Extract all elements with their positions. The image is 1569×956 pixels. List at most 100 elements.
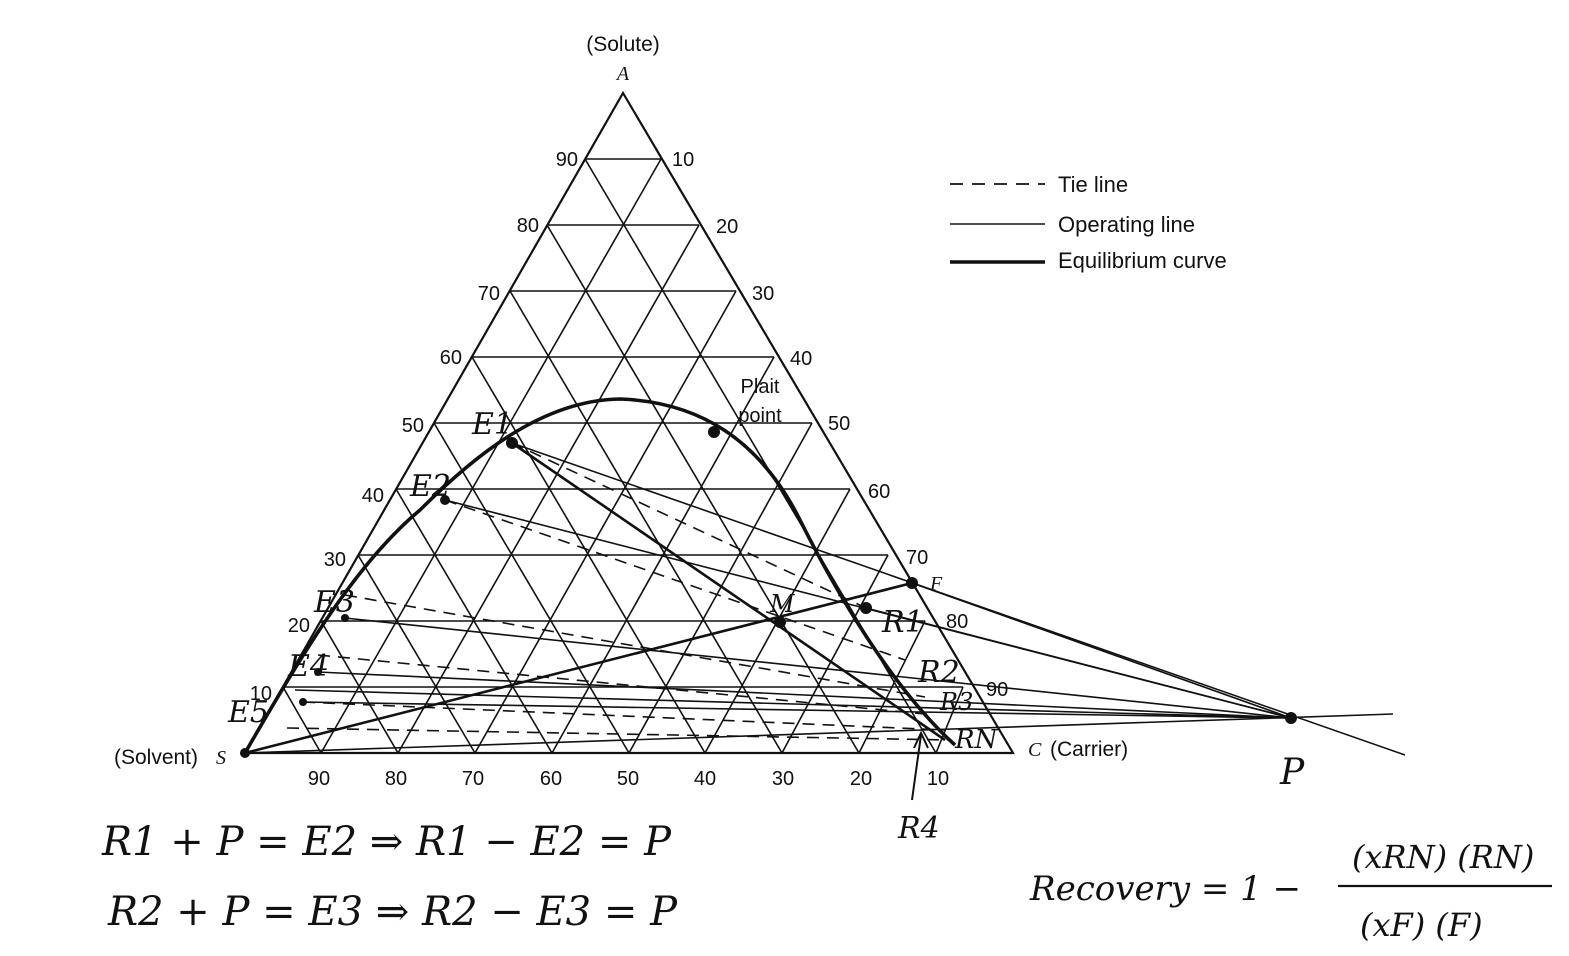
grid-l-3 [474, 290, 737, 754]
label-R1: R1 [881, 605, 924, 640]
left-tick-40: 40 [362, 485, 384, 507]
equation-2: R2 + P = E3 ⇒ R2 − E3 = P [107, 889, 678, 935]
r4-arrow [911, 730, 929, 801]
left-tick-80: 80 [517, 215, 539, 237]
legend-label-equilibrium: Equilibrium curve [1058, 248, 1227, 273]
r4-arrow-shaft [911, 734, 922, 801]
left-vertex-letter: S [216, 747, 226, 769]
right-vertex-letter: C [1028, 739, 1042, 761]
grid-l-5 [628, 422, 813, 754]
bottom-tick-labels: 90 80 70 60 50 40 30 20 10 [308, 768, 949, 790]
operating-line-8 [244, 713, 1394, 754]
point-P [1285, 712, 1297, 724]
legend-label-operating: Operating line [1058, 212, 1195, 237]
tie-line-6 [286, 727, 951, 741]
right-tick-70: 70 [906, 547, 928, 569]
right-tick-80: 80 [946, 611, 968, 633]
grid-l-2 [397, 224, 700, 754]
label-E1: E1 [471, 407, 513, 442]
bottom-tick-80: 80 [385, 768, 407, 790]
right-tick-30: 30 [752, 283, 774, 305]
plait-label-line1: Plait [741, 376, 780, 398]
operating-line-6 [294, 689, 1292, 719]
left-tick-10: 10 [250, 683, 272, 705]
right-tick-20: 20 [716, 216, 738, 238]
recovery-denominator: (xF) (F) [1360, 906, 1483, 944]
operating-line-5 [317, 671, 1292, 719]
bottom-tick-60: 60 [540, 768, 562, 790]
top-vertex-name: (Solute) [586, 33, 660, 56]
grid-r-4 [471, 356, 706, 754]
bottom-tick-20: 20 [850, 768, 872, 790]
right-tick-labels: 10 20 30 40 50 60 70 80 90 [672, 149, 1008, 701]
plait-label-line2: point [738, 405, 782, 427]
points [240, 426, 1297, 758]
grid-r-5 [433, 422, 630, 754]
point-M [774, 616, 786, 628]
label-R2: R2 [917, 655, 960, 690]
grid-r-9 [282, 686, 322, 754]
left-tick-50: 50 [402, 415, 424, 437]
equilibrium-curve [243, 397, 957, 754]
right-tick-90: 90 [986, 679, 1008, 701]
label-E5: E5 [227, 695, 269, 730]
point-R1 [860, 602, 872, 614]
legend: Tie line Operating line Equilibrium curv… [950, 172, 1227, 273]
point-E4 [314, 668, 322, 676]
tie-lines [286, 442, 951, 741]
operating-line-7 [302, 701, 1292, 719]
recovery-formula: Recovery = 1 − (xRN) (RN) (xF) (F) [1029, 838, 1552, 944]
grid-l-4 [551, 356, 775, 754]
grid-r-3 [509, 290, 783, 754]
bottom-tick-10: 10 [927, 768, 949, 790]
grid-l-9 [935, 686, 964, 754]
equation-1: R1 + P = E2 ⇒ R1 − E2 = P [101, 819, 672, 865]
right-tick-10: 10 [672, 149, 694, 171]
triangle-grid [243, 90, 1015, 755]
line-E1-RN [511, 441, 946, 742]
label-E4: E4 [287, 649, 329, 684]
label-RN: RN [954, 725, 999, 755]
bottom-tick-70: 70 [462, 768, 484, 790]
label-P: P [1279, 752, 1305, 793]
bottom-tick-40: 40 [694, 768, 716, 790]
label-R3: R3 [939, 688, 973, 716]
label-E2: E2 [409, 469, 451, 504]
grid-r-8 [320, 620, 399, 754]
left-vertex-name: (Solvent) [114, 746, 198, 769]
right-tick-60: 60 [868, 481, 890, 503]
handwritten-labels: E1 E2 E3 E4 E5 M R1 R2 R3 RN R4 P [227, 407, 1305, 846]
top-vertex-letter: A [615, 63, 630, 85]
recovery-numerator: (xRN) (RN) [1352, 838, 1534, 876]
left-tick-20: 20 [288, 615, 310, 637]
point-S [240, 748, 250, 758]
bottom-tick-30: 30 [772, 768, 794, 790]
grid-r-6 [395, 488, 553, 754]
feed-label: F [929, 573, 943, 595]
operating-line-4 [344, 617, 1292, 719]
right-tick-50: 50 [828, 413, 850, 435]
left-tick-labels: 90 80 70 60 50 40 30 20 10 [250, 149, 578, 705]
left-tick-60: 60 [440, 347, 462, 369]
left-tick-90: 90 [556, 149, 578, 171]
mixing-line-SF [244, 581, 913, 755]
bottom-tick-50: 50 [617, 768, 639, 790]
operating-line-9 [911, 582, 1292, 719]
label-M: M [769, 590, 796, 618]
point-plait [708, 426, 720, 438]
left-tick-30: 30 [324, 549, 346, 571]
legend-label-tie: Tie line [1058, 172, 1128, 197]
label-R4: R4 [897, 811, 940, 846]
tie-line-3 [344, 594, 926, 698]
tie-line-5 [302, 701, 946, 731]
tie-line-2 [444, 499, 906, 661]
point-F [906, 577, 918, 589]
point-E5 [299, 698, 307, 706]
grid-l-7 [781, 554, 889, 754]
recovery-lhs: Recovery = 1 − [1029, 869, 1301, 909]
grid-r-2 [546, 224, 860, 754]
label-E3: E3 [313, 585, 355, 620]
grid-r-7 [357, 554, 476, 754]
left-tick-70: 70 [478, 283, 500, 305]
